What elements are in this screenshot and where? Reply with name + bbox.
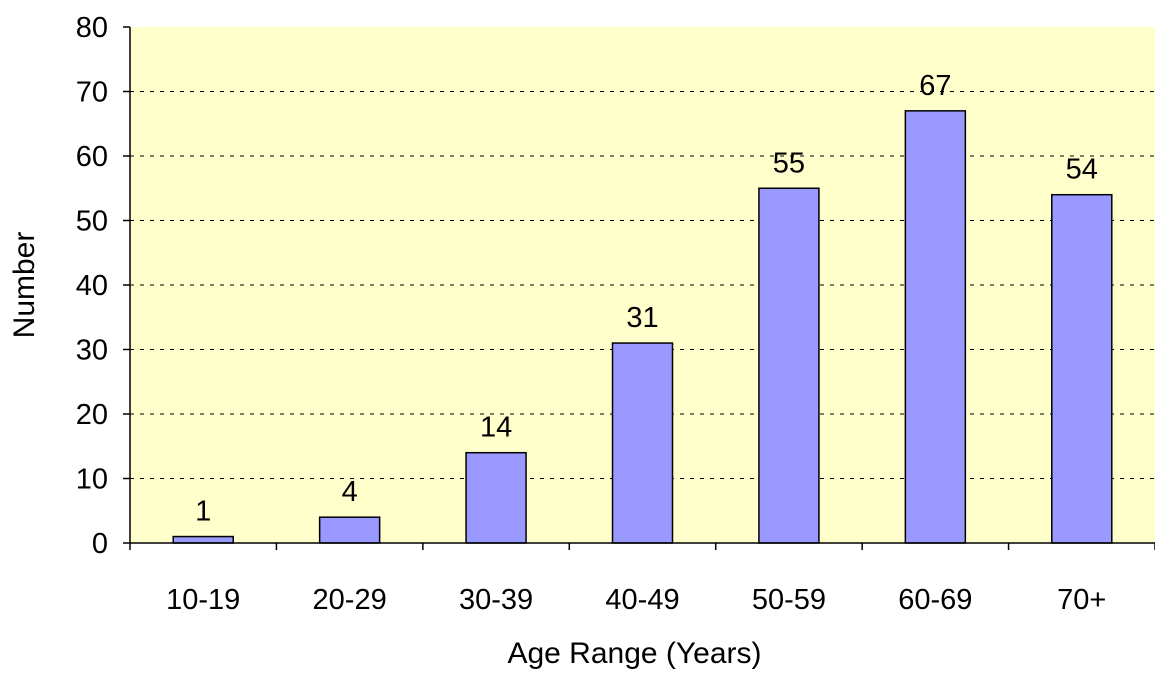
x-tick-label: 50-59 — [752, 584, 826, 616]
bar-10-19 — [172, 535, 234, 544]
x-tick-label: 60-69 — [898, 584, 972, 616]
y-tick-label: 30 — [76, 335, 108, 367]
y-tick-label: 20 — [76, 399, 108, 431]
y-axis-title: Number — [8, 232, 41, 339]
y-tick-label: 0 — [92, 528, 108, 560]
x-tick-label: 70+ — [1057, 584, 1106, 616]
y-tick-label: 70 — [76, 77, 108, 109]
data-label: 14 — [480, 412, 512, 444]
data-label: 1 — [195, 496, 211, 528]
y-tick-labels: 0 10 20 30 40 50 60 70 80 — [76, 12, 108, 560]
bar-20-29 — [318, 516, 381, 544]
x-axis-title: Age Range (Years) — [507, 637, 761, 670]
bar-50-59 — [758, 187, 820, 544]
data-label: 55 — [773, 147, 805, 179]
y-tick-label: 40 — [76, 270, 108, 302]
data-label: 31 — [626, 302, 658, 334]
data-label: 67 — [919, 70, 951, 102]
axes — [123, 26, 1155, 550]
data-label: 54 — [1066, 154, 1098, 186]
x-tick-label: 30-39 — [459, 584, 533, 616]
x-tick-label: 20-29 — [313, 584, 387, 616]
x-tick-labels: 10-19 20-29 30-39 40-49 50-59 60-69 70+ — [166, 584, 1106, 616]
y-tick-label: 50 — [76, 206, 108, 238]
x-tick-label: 40-49 — [605, 584, 679, 616]
y-tick-label: 80 — [76, 12, 108, 44]
bar-40-49 — [611, 342, 674, 544]
y-tick-label: 10 — [76, 464, 108, 496]
bar-30-39 — [465, 451, 527, 544]
bar-60-69 — [904, 110, 967, 544]
bars — [172, 110, 1113, 544]
data-label: 4 — [342, 476, 358, 508]
bar-70+ — [1051, 193, 1113, 544]
x-tick-label: 10-19 — [166, 584, 240, 616]
y-tick-label: 60 — [76, 141, 108, 173]
